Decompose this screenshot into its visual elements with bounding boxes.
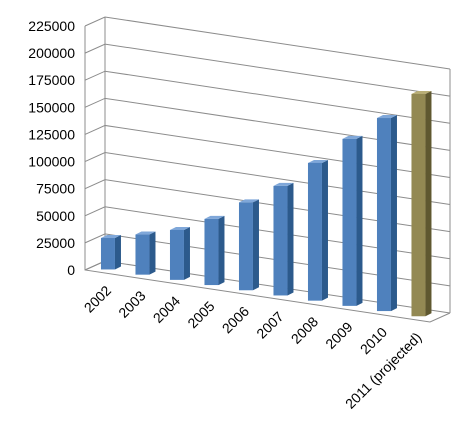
bar	[273, 182, 294, 296]
bar	[204, 215, 225, 286]
bar	[135, 231, 156, 275]
x-tick-label: 2003	[115, 287, 148, 320]
y-tick-label: 125000	[28, 126, 75, 142]
gridline	[84, 179, 451, 233]
bar-front	[135, 234, 150, 275]
bar-front	[411, 93, 426, 317]
gridline	[84, 97, 451, 151]
bar-front	[204, 218, 219, 286]
y-tick-label: 25000	[36, 235, 75, 251]
bar-front	[273, 185, 288, 296]
bar	[411, 90, 432, 317]
bar-side	[183, 226, 190, 280]
bar-top	[100, 235, 121, 239]
floor-edge	[84, 26, 451, 323]
bar	[238, 199, 259, 291]
bar-top	[135, 231, 156, 235]
bar-side	[356, 135, 363, 306]
bar-side	[321, 159, 328, 301]
y-tick-label: 200000	[28, 45, 75, 61]
x-tick-label: 2002	[81, 282, 114, 315]
bar-top	[376, 115, 397, 119]
bar-side	[114, 235, 121, 270]
x-tick-label: 2006	[219, 303, 252, 336]
bar-top	[342, 135, 363, 139]
gridline	[84, 43, 451, 97]
y-tick-label: 175000	[28, 72, 75, 88]
x-tick-label: 2007	[253, 308, 286, 341]
bar-front	[169, 229, 184, 280]
x-tick-label: 2010	[357, 324, 390, 357]
bar-front	[238, 202, 253, 291]
bar	[169, 226, 190, 280]
bar	[307, 159, 328, 301]
y-tick-label: 150000	[28, 99, 75, 115]
bar-top	[204, 215, 225, 219]
y-tick-label: 75000	[36, 181, 75, 197]
y-tick-label: 225000	[28, 18, 75, 34]
y-axis-tick-labels: 0 25000 50000 75000 100000 125000 150000 175000…	[28, 18, 75, 278]
bar-front	[376, 118, 391, 312]
gridline	[84, 124, 451, 178]
y-tick-label: 100000	[28, 154, 75, 170]
bar	[376, 115, 397, 312]
bar-top	[169, 226, 190, 230]
bar-side	[252, 199, 259, 291]
bar-top	[273, 182, 294, 186]
bar-front	[342, 138, 357, 306]
bar-side	[390, 115, 397, 312]
bar	[100, 235, 121, 270]
bar-side	[287, 182, 294, 296]
bar-side	[218, 215, 225, 286]
x-tick-label: 2009	[322, 319, 355, 352]
x-tick-label: 2005	[184, 298, 217, 331]
bar	[342, 135, 363, 306]
bar-top	[411, 90, 432, 94]
bar-top	[238, 199, 259, 203]
bar-side	[149, 231, 156, 275]
gridline	[84, 152, 451, 206]
bar-front	[100, 238, 115, 270]
gridline	[84, 233, 451, 287]
gridline	[84, 70, 451, 124]
bar-front	[307, 162, 322, 301]
y-tick-label: 0	[67, 262, 75, 278]
bars	[100, 90, 432, 317]
gridline	[84, 16, 451, 70]
bar-side	[425, 90, 432, 317]
x-tick-label: 2004	[150, 293, 183, 326]
gridline	[84, 206, 451, 260]
x-tick-label: 2008	[288, 313, 321, 346]
bar-top	[307, 159, 328, 163]
y-tick-label: 50000	[36, 208, 75, 224]
